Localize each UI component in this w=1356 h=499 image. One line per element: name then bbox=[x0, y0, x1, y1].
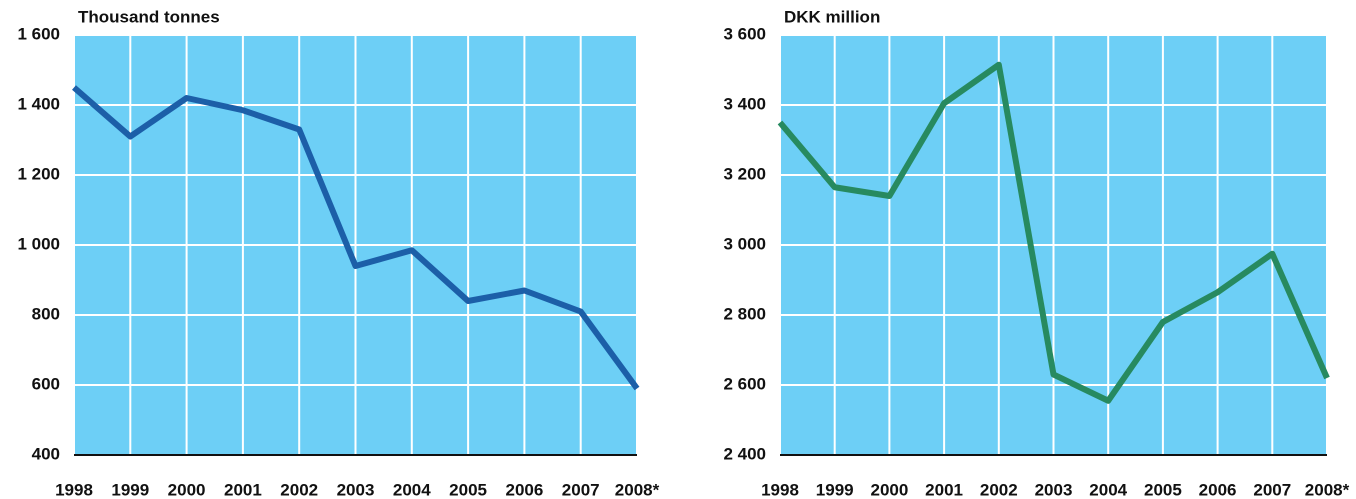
x-tick-label: 2002 bbox=[980, 480, 1018, 499]
x-tick-label: 1999 bbox=[111, 480, 149, 499]
x-tick-label: 1998 bbox=[55, 480, 93, 499]
x-tick-label: 2007 bbox=[562, 480, 600, 499]
y-tick-label: 2 600 bbox=[723, 374, 766, 393]
y-tick-label: 2 800 bbox=[723, 304, 766, 323]
data-line bbox=[777, 61, 1330, 404]
y-tick-label: 1 600 bbox=[17, 24, 60, 43]
y-tick-label: 3 200 bbox=[723, 164, 766, 183]
y-tick-label: 1 000 bbox=[17, 234, 60, 253]
x-tick-label: 2004 bbox=[1089, 480, 1127, 499]
y-tick-label: 2 400 bbox=[723, 444, 766, 463]
y-tick-label: 400 bbox=[32, 444, 60, 463]
data-line bbox=[72, 85, 640, 391]
x-tick-label: 2005 bbox=[1144, 480, 1182, 499]
x-tick-label: 2000 bbox=[870, 480, 908, 499]
y-tick-label: 3 400 bbox=[723, 94, 766, 113]
x-tick-label: 2006 bbox=[505, 480, 543, 499]
x-tick-label: 2008* bbox=[615, 480, 660, 499]
x-tick-label: 2006 bbox=[1199, 480, 1237, 499]
axis-label: DKK million bbox=[784, 7, 880, 26]
x-tick-label: 2002 bbox=[280, 480, 318, 499]
x-tick-label: 1998 bbox=[761, 480, 799, 499]
y-tick-label: 1 200 bbox=[17, 164, 60, 183]
x-tick-label: 2003 bbox=[337, 480, 375, 499]
x-tick-label: 2003 bbox=[1035, 480, 1073, 499]
y-tick-label: 3 000 bbox=[723, 234, 766, 253]
x-tick-label: 2000 bbox=[168, 480, 206, 499]
x-tick-label: 1999 bbox=[816, 480, 854, 499]
x-tick-label: 2008* bbox=[1305, 480, 1350, 499]
y-tick-label: 1 400 bbox=[17, 94, 60, 113]
y-tick-label: 800 bbox=[32, 304, 60, 323]
y-tick-label: 600 bbox=[32, 374, 60, 393]
x-tick-label: 2007 bbox=[1253, 480, 1291, 499]
x-tick-label: 2001 bbox=[224, 480, 262, 499]
x-tick-label: 2001 bbox=[925, 480, 963, 499]
y-tick-label: 3 600 bbox=[723, 24, 766, 43]
x-tick-label: 2005 bbox=[449, 480, 487, 499]
x-tick-label: 2004 bbox=[393, 480, 431, 499]
axis-label: Thousand tonnes bbox=[78, 7, 220, 26]
